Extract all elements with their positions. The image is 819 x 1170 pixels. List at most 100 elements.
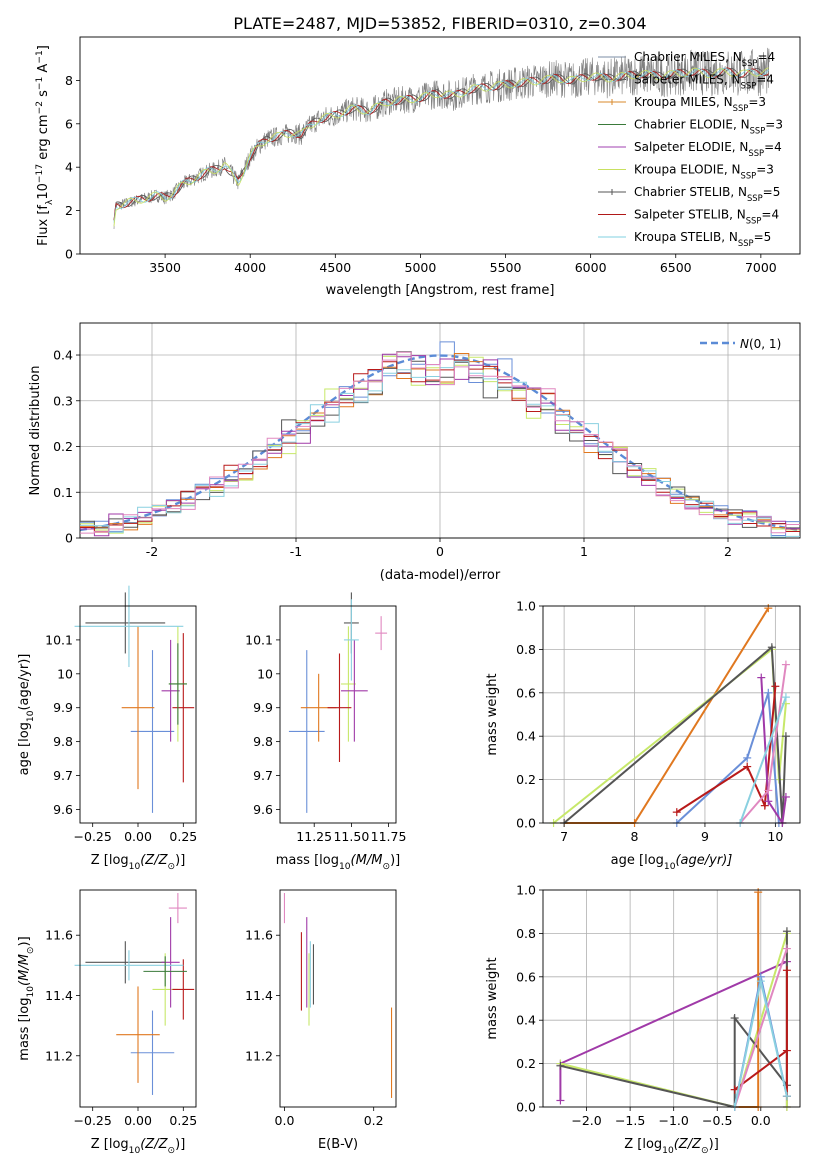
plot-frame xyxy=(79,322,801,539)
model-spectrum xyxy=(113,67,769,220)
y-tick-label: 0.2 xyxy=(516,772,536,787)
series-line xyxy=(739,664,787,824)
axes-mass-weight-vs-age: 7 8 9 10 0.0 0.2 0.4 0.6 0.8 1.0 xyxy=(516,599,801,844)
series-line xyxy=(733,948,788,1108)
x-tick-label: 5000 xyxy=(405,260,437,275)
x-tick-label: 7 xyxy=(560,829,568,844)
y-tick-label: 0.0 xyxy=(516,1100,536,1115)
legend-label: Chabrier STELIB, NSSP=5 xyxy=(634,185,780,203)
y-tick-label: 0.3 xyxy=(53,393,73,408)
x-tick-label: −0.5 xyxy=(702,1113,732,1128)
y-tick-label: 11.2 xyxy=(245,1048,273,1063)
y-axis-label: age [log10(age/yr)] xyxy=(17,654,36,776)
y-tick-label: 9.7 xyxy=(53,768,73,783)
x-axis-label: age [log10(age/yr)] xyxy=(611,853,733,872)
y-tick-label: 8 xyxy=(65,73,73,88)
observed-spectrum xyxy=(113,47,770,230)
x-tick-label: 6000 xyxy=(575,260,607,275)
y-tick-label: 1.0 xyxy=(516,883,536,898)
y-tick-label: 9.8 xyxy=(253,734,273,749)
y-axis-label: mass weight xyxy=(485,957,500,1039)
x-tick-label: 0.0 xyxy=(751,1113,771,1128)
y-tick-label: 9.7 xyxy=(253,768,273,783)
x-tick-label: 11.75 xyxy=(371,829,407,844)
x-tick-label: 0.25 xyxy=(169,1113,197,1128)
x-axis-label: Z [log10(Z/Z⊙)] xyxy=(91,1137,186,1156)
histogram-step xyxy=(80,351,800,534)
x-tick-label: −1.5 xyxy=(615,1113,645,1128)
axes-age-vs-mass: 11.25 11.50 11.75 9.6 9.7 9.8 9.9 10 10.1 xyxy=(245,592,406,844)
plot-frame xyxy=(279,889,397,1108)
x-tick-label: 5500 xyxy=(490,260,522,275)
axes-mass-vs-Z: −0.25 0.00 0.25 11.2 11.4 11.6 xyxy=(45,889,197,1128)
x-tick-label: 0.00 xyxy=(124,1113,152,1128)
legend-label: Salpeter MILES, NSSP=4 xyxy=(634,73,774,91)
y-tick-label: 11.6 xyxy=(245,928,273,943)
y-tick-label: 11.6 xyxy=(45,928,73,943)
y-tick-label: 9.6 xyxy=(253,802,273,817)
x-tick-label: −0.25 xyxy=(74,829,112,844)
model-spectrum xyxy=(113,67,769,227)
x-tick-label: 10 xyxy=(767,829,783,844)
y-tick-label: 6 xyxy=(65,116,73,131)
plot-frame xyxy=(542,889,801,1108)
x-tick-label: 9 xyxy=(701,829,709,844)
x-tick-label: 0.2 xyxy=(364,1113,384,1128)
y-tick-label: 9.8 xyxy=(53,734,73,749)
y-tick-label: 0 xyxy=(65,247,73,262)
y-tick-label: 10.1 xyxy=(45,632,73,647)
x-tick-label: 6500 xyxy=(660,260,692,275)
y-axis-label: Normed distribution xyxy=(28,366,43,496)
y-tick-label: 1.0 xyxy=(516,599,536,614)
y-tick-label: 0.4 xyxy=(53,348,73,363)
x-tick-label: 0 xyxy=(436,544,444,559)
series-line xyxy=(563,645,787,824)
histograms xyxy=(80,341,800,538)
y-axis-label: mass weight xyxy=(485,673,500,755)
x-tick-label: 3500 xyxy=(149,260,181,275)
legend-label: Salpeter ELODIE, NSSP=4 xyxy=(634,140,782,158)
y-tick-label: 0.6 xyxy=(516,969,536,984)
y-tick-label: 11.2 xyxy=(45,1048,73,1063)
x-tick-label: −1.0 xyxy=(658,1113,688,1128)
x-axis-label: E(B-V) xyxy=(318,1137,358,1152)
y-tick-label: 0.2 xyxy=(53,439,73,454)
series-line xyxy=(760,677,787,826)
legend-label: Chabrier MILES, NSSP=4 xyxy=(634,50,775,68)
plot-frame xyxy=(79,889,197,1108)
y-tick-label: 4 xyxy=(65,160,73,175)
x-tick-label: −2.0 xyxy=(571,1113,601,1128)
y-tick-label: 0.1 xyxy=(53,485,73,500)
x-axis-label: Z [log10(Z/Z⊙)] xyxy=(624,1137,719,1156)
axes-residuals: -2 -1 0 1 2 0 0.1 0.2 0.3 0.4 xyxy=(53,322,801,559)
y-tick-label: 0.4 xyxy=(516,1013,536,1028)
y-tick-label: 0.8 xyxy=(516,642,536,657)
x-axis-label: wavelength [Angstrom, rest frame] xyxy=(326,283,555,298)
y-tick-label: 10 xyxy=(257,666,273,681)
axes-mass-vs-ebv: 0.0 0.2 11.2 11.4 11.6 xyxy=(245,889,397,1128)
plot-frame xyxy=(79,36,801,255)
x-tick-label: 0.0 xyxy=(275,1113,295,1128)
legend-label: Kroupa MILES, NSSP=3 xyxy=(634,95,766,113)
y-tick-label: 0.2 xyxy=(516,1056,536,1071)
x-tick-label: 4000 xyxy=(234,260,266,275)
y-tick-label: 2 xyxy=(65,203,73,218)
x-tick-label: 1 xyxy=(580,544,588,559)
legend-label: Salpeter STELIB, NSSP=4 xyxy=(634,208,779,226)
axes-spectrum: 3500 4000 4500 5000 5500 6000 6500 7000 0 2 4 6 8 xyxy=(65,36,801,275)
plot-frame xyxy=(79,605,197,824)
x-axis-label: Z [log10(Z/Z⊙)] xyxy=(91,853,186,872)
x-axis-label: mass [log10(M/M⊙)] xyxy=(276,853,400,872)
x-tick-label: 11.25 xyxy=(296,829,332,844)
model-spectrum xyxy=(113,67,769,223)
histogram-step xyxy=(80,341,800,536)
legend-label: Kroupa STELIB, NSSP=5 xyxy=(634,230,771,248)
y-tick-label: 11.4 xyxy=(45,988,73,1003)
x-tick-label: 7000 xyxy=(745,260,777,275)
legend-label: Chabrier ELODIE, NSSP=3 xyxy=(634,118,783,136)
series-line xyxy=(734,970,788,1097)
x-tick-label: −0.25 xyxy=(74,1113,112,1128)
gaussian-curve xyxy=(79,354,801,532)
x-tick-label: 11.50 xyxy=(333,829,369,844)
